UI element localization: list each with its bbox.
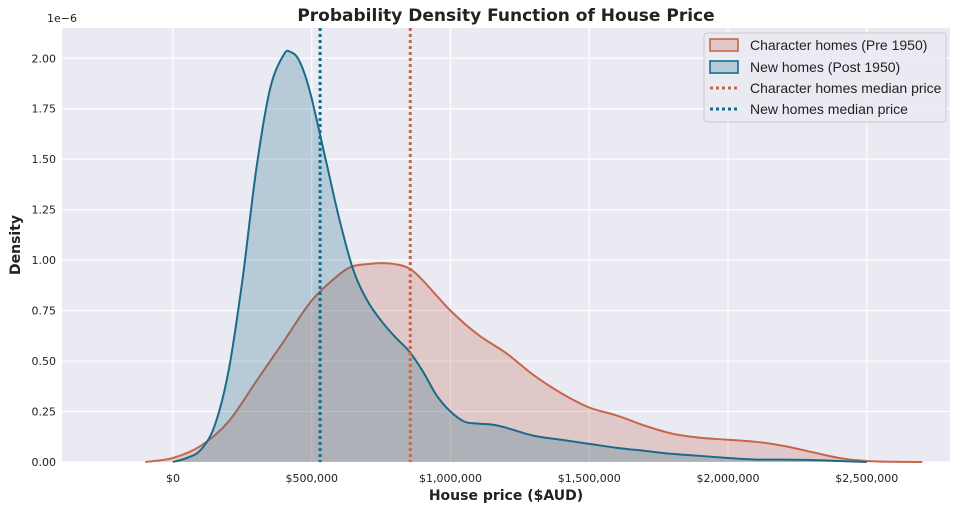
x-tick-label-4: $2,000,000 [697,472,760,485]
chart-title: Probability Density Function of House Pr… [297,6,714,26]
y-axis-ticks: 0.00 0.25 0.50 0.75 1.00 1.25 1.50 1.75 2.00 [32,52,57,469]
legend-label-new-homes: New homes (Post 1950) [750,59,900,75]
x-tick-label-0: $0 [166,472,180,485]
x-tick-label-5: $2,500,000 [835,472,898,485]
density-curve-character-homes [145,262,923,463]
legend-swatch-character-homes [709,38,739,52]
y-tick-label-2: 0.50 [32,355,57,368]
x-axis-ticks: $0 $500,000 $1,000,000 $1,500,000 $2,000,000… [166,472,898,485]
median-lines [318,28,412,462]
x-tick-label-3: $1,500,000 [558,472,621,485]
x-axis-title: House price ($AUD) [429,488,583,504]
y-tick-label-3: 0.75 [32,305,57,318]
density-fill-character-homes [145,263,923,462]
y-tick-label-7: 1.75 [32,103,57,116]
legend-swatch-new-homes [709,60,739,74]
density-fill-new-homes [173,50,867,462]
y-tick-label-5: 1.25 [32,204,57,217]
legend-label-character-homes: Character homes (Pre 1950) [750,37,927,53]
y-tick-label-6: 1.50 [32,153,57,166]
y-tick-label-1: 0.25 [32,406,57,419]
y-axis-title: Density [8,215,24,275]
legend-label-new-median: New homes median price [750,101,908,117]
x-tick-label-2: $1,000,000 [419,472,482,485]
legend: Character homes (Pre 1950) New homes (Po… [703,32,947,123]
y-tick-label-4: 1.00 [32,254,57,267]
legend-label-character-median: Character homes median price [750,80,942,96]
y-tick-label-0: 0.00 [32,456,57,469]
y-offset-label: 1e−6 [47,12,77,25]
legend-box [703,32,947,123]
grid-lines [62,28,950,463]
x-tick-label-1: $500,000 [286,472,339,485]
y-tick-label-8: 2.00 [32,52,57,65]
